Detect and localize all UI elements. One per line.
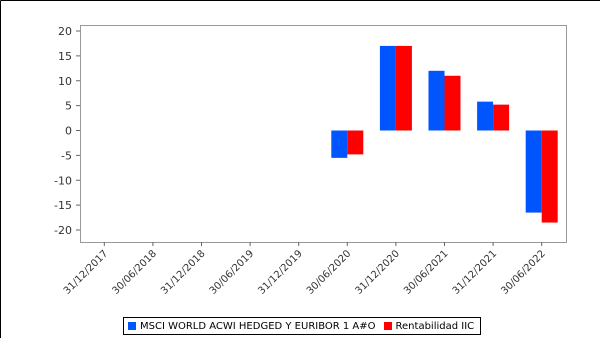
- bar-series-1: [379, 45, 396, 131]
- bar-series-2: [541, 130, 558, 223]
- x-tick-label: 31/12/2021: [451, 248, 500, 297]
- legend-item-series-2: Rentabilidad IIC: [383, 320, 475, 332]
- x-tick-label: 30/06/2018: [110, 248, 159, 297]
- bar-series-1: [525, 130, 542, 213]
- y-tick-label: -5: [61, 149, 72, 162]
- y-tick-label: 10: [58, 75, 72, 88]
- x-tick-label: 31/12/2019: [256, 248, 305, 297]
- y-tick-label: -10: [54, 174, 72, 187]
- bar-series-2: [493, 104, 510, 131]
- y-tick-label: 0: [65, 125, 72, 138]
- y-tick-label: -15: [54, 199, 72, 212]
- bar-series-2: [347, 130, 364, 155]
- y-tick-label: -20: [54, 224, 72, 237]
- bar-series-1: [331, 130, 348, 158]
- legend-label-series-1: MSCI WORLD ACWI HEDGED Y EURIBOR 1 A#O: [140, 320, 376, 332]
- x-tick-label: 30/06/2019: [208, 248, 257, 297]
- legend-swatch-red: [383, 322, 392, 330]
- legend-item-series-1: MSCI WORLD ACWI HEDGED Y EURIBOR 1 A#O: [128, 321, 376, 332]
- plot-area: [80, 25, 567, 243]
- x-tick-label: 30/06/2022: [499, 248, 548, 297]
- bar-series-1: [477, 101, 494, 131]
- y-tick-label: 5: [65, 100, 72, 113]
- y-tick-label: 20: [58, 25, 72, 38]
- x-tick-label: 31/12/2018: [159, 248, 208, 297]
- bar-series-2: [444, 75, 461, 131]
- chart-legend: MSCI WORLD ACWI HEDGED Y EURIBOR 1 A#O R…: [123, 317, 482, 335]
- x-tick-label: 31/12/2017: [62, 248, 111, 297]
- x-tick-label: 31/12/2020: [353, 248, 402, 297]
- x-tick-label: 30/06/2021: [402, 248, 451, 297]
- y-tick-label: 15: [58, 50, 72, 63]
- bar-series-2: [395, 45, 412, 131]
- legend-label-series-2: Rentabilidad IIC: [395, 320, 475, 332]
- bar-series-1: [428, 70, 445, 131]
- x-tick-label: 30/06/2020: [305, 248, 354, 297]
- legend-swatch-blue: [128, 322, 136, 330]
